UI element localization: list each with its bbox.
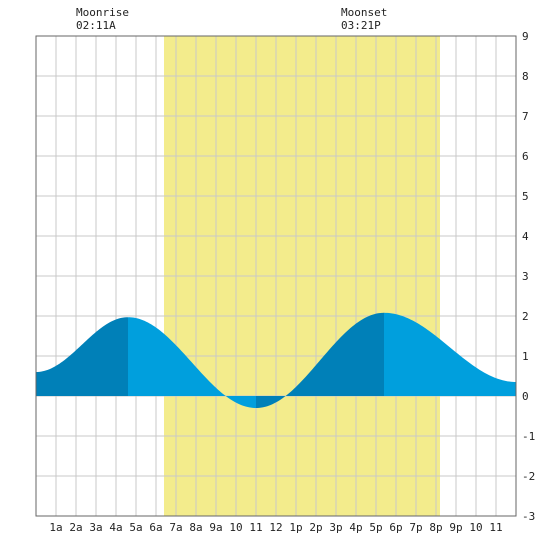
moonrise-label: Moonrise	[76, 6, 129, 19]
x-tick-label: 8p	[429, 521, 442, 534]
x-tick-label: 10	[229, 521, 242, 534]
x-tick-label: 2p	[309, 521, 322, 534]
y-tick-label: -2	[522, 470, 535, 483]
y-tick-label: 7	[522, 110, 529, 123]
x-tick-label: 2a	[69, 521, 82, 534]
x-tick-label: 1p	[289, 521, 302, 534]
y-tick-label: 6	[522, 150, 529, 163]
x-tick-label: 4a	[109, 521, 122, 534]
x-tick-label: 5p	[369, 521, 382, 534]
tide-segment-rising	[256, 312, 384, 408]
y-tick-label: 8	[522, 70, 529, 83]
y-tick-label: 4	[522, 230, 529, 243]
x-tick-label: 4p	[349, 521, 362, 534]
x-tick-label: 5a	[129, 521, 142, 534]
y-tick-label: 1	[522, 350, 529, 363]
y-tick-label: 3	[522, 270, 529, 283]
x-tick-label: 7p	[409, 521, 422, 534]
x-tick-label: 9a	[209, 521, 222, 534]
y-tick-label: 2	[522, 310, 529, 323]
x-tick-label: 7a	[169, 521, 182, 534]
y-tick-label: -1	[522, 430, 535, 443]
x-tick-label: 9p	[449, 521, 462, 534]
y-tick-label: 0	[522, 390, 529, 403]
y-tick-label: 5	[522, 190, 529, 203]
y-tick-label: 9	[522, 30, 529, 43]
moonset-label: Moonset	[341, 6, 387, 19]
x-tick-label: 3p	[329, 521, 342, 534]
x-tick-label: 6p	[389, 521, 402, 534]
x-tick-label: 11	[489, 521, 502, 534]
x-tick-label: 1a	[49, 521, 62, 534]
x-tick-label: 10	[469, 521, 482, 534]
x-tick-label: 11	[249, 521, 262, 534]
x-tick-label: 3a	[89, 521, 102, 534]
x-tick-label: 12	[269, 521, 282, 534]
plot-border	[35, 35, 517, 517]
moonrise-time: 02:11A	[76, 19, 116, 32]
tide-area	[36, 312, 516, 408]
y-tick-label: -3	[522, 510, 535, 523]
y-axis-ticks: 9 8 7 6 5 4 3 2 1 0 -1 -2 -3	[522, 30, 535, 523]
x-axis-ticks: 1a 2a 3a 4a 5a 6a 7a 8a 9a 10 11 12 1p 2p 3p 4p 5p 6p 7p 8p…	[49, 521, 502, 534]
x-tick-label: 6a	[149, 521, 162, 534]
tide-segment-falling	[128, 317, 256, 408]
tide-segment-falling	[384, 312, 516, 396]
tide-segment-rising	[36, 317, 128, 396]
x-tick-label: 8a	[189, 521, 202, 534]
moonset-time: 03:21P	[341, 19, 381, 32]
